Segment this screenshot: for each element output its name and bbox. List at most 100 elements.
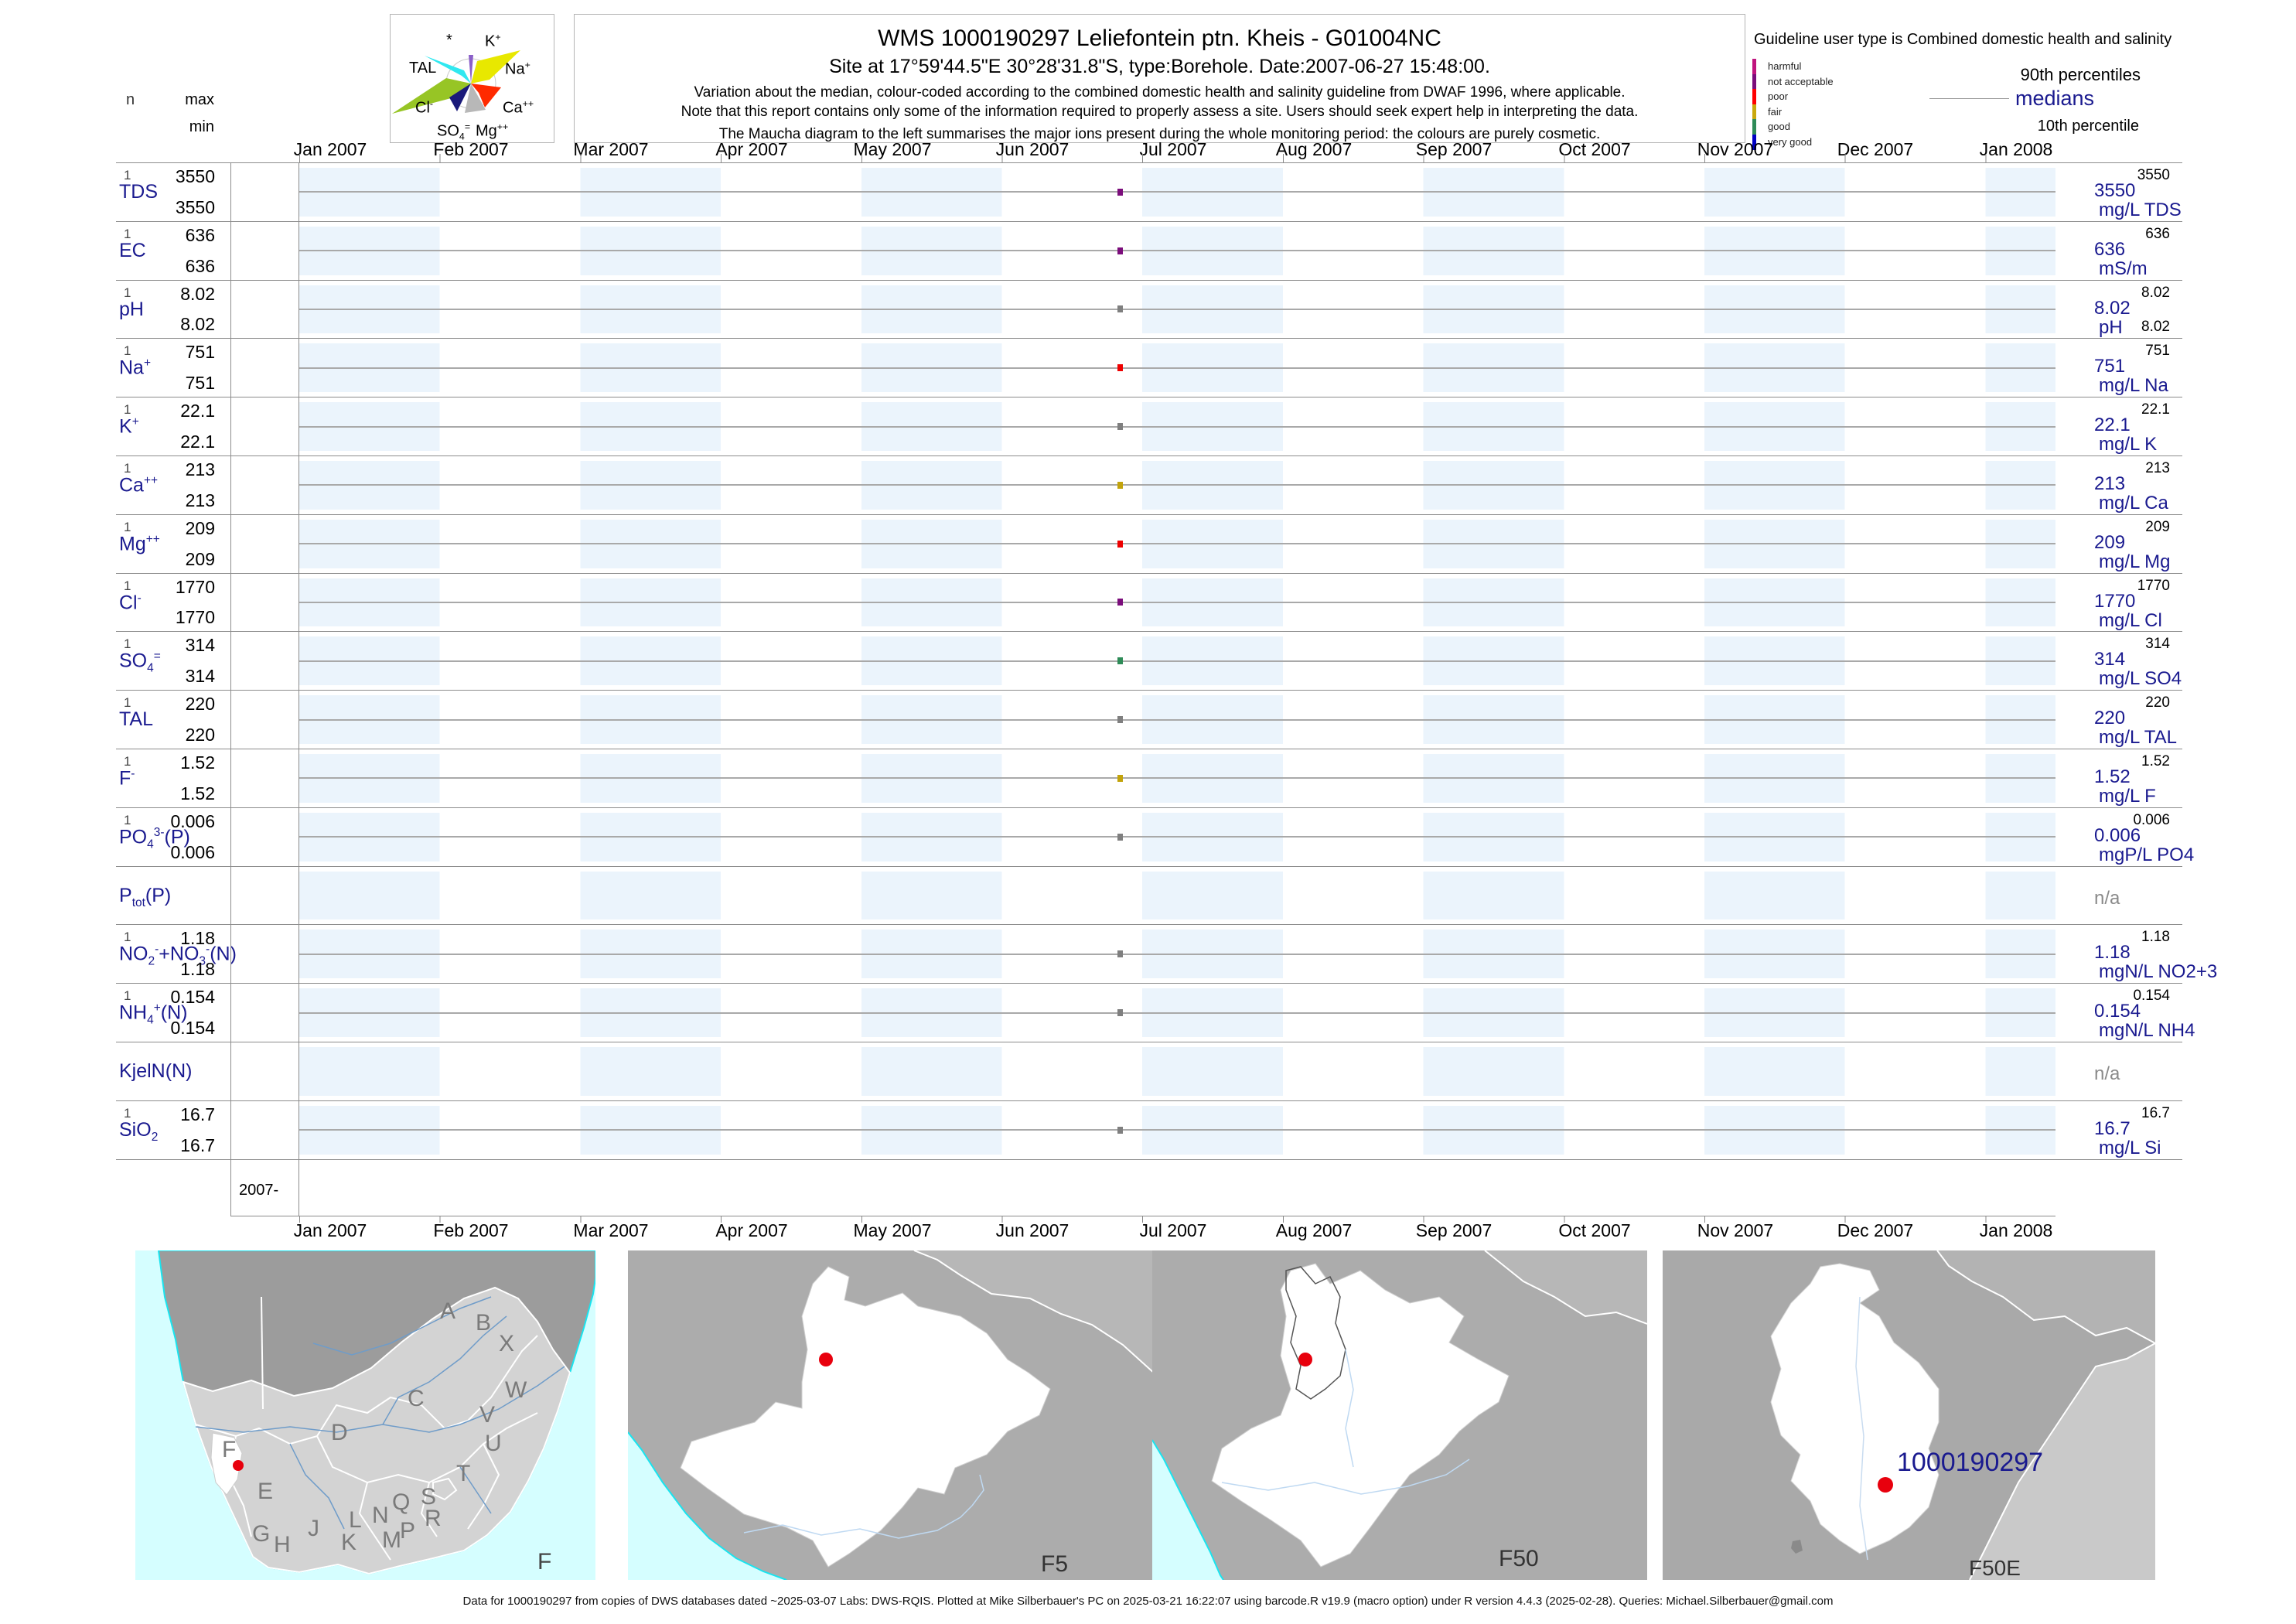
unit-label: mg/L Mg bbox=[2099, 551, 2171, 572]
n-count: 1 bbox=[124, 519, 131, 534]
median-line bbox=[299, 718, 2055, 721]
p90-value: 1770 bbox=[2137, 577, 2170, 594]
region-letter: W bbox=[505, 1377, 527, 1403]
month-label: Nov 2007 bbox=[1697, 1220, 1774, 1240]
region-letter: C bbox=[408, 1386, 425, 1411]
maucha-label-star: * bbox=[446, 32, 452, 49]
region-letter: F bbox=[222, 1437, 236, 1462]
median-value: 0.154 bbox=[2094, 1001, 2141, 1022]
x-axis-bottom: Jan 2007 Feb 2007 Mar 2007 Apr 2007 May … bbox=[0, 1220, 2296, 1240]
river bbox=[1855, 1296, 1868, 1561]
median-line bbox=[299, 1129, 2055, 1131]
n-count: 1 bbox=[124, 226, 131, 241]
legend-90th-percentiles: 90th percentiles bbox=[2020, 65, 2141, 84]
sample-point bbox=[1117, 657, 1123, 665]
neighbor-border-right bbox=[1969, 1343, 2155, 1580]
max-value: 0.154 bbox=[170, 987, 215, 1008]
n-count: 1 bbox=[124, 812, 131, 827]
na-label: n/a bbox=[2094, 1063, 2120, 1084]
p90-value: 209 bbox=[2145, 518, 2170, 535]
region-letter: K bbox=[341, 1530, 357, 1555]
min-value: 314 bbox=[185, 666, 215, 687]
axis-ticks-top bbox=[299, 154, 2056, 162]
max-value: 1.18 bbox=[180, 928, 215, 949]
median-value: 213 bbox=[2094, 473, 2126, 494]
region-letter: D bbox=[331, 1420, 348, 1445]
min-value: 1770 bbox=[175, 607, 215, 628]
maucha-label-ca: Ca++ bbox=[503, 98, 534, 117]
region-letter: P bbox=[400, 1518, 415, 1544]
param-row-sio2: 1 16.7 SiO2 16.7 16.7 16.7 mg/L Si bbox=[116, 1100, 2182, 1159]
maucha-na-sector bbox=[471, 50, 520, 84]
min-value: 3550 bbox=[175, 196, 215, 217]
class-swatch-very-good bbox=[1752, 134, 1756, 150]
region-letter: Q bbox=[392, 1489, 410, 1515]
region-letter: J bbox=[308, 1516, 319, 1541]
max-value: 8.02 bbox=[180, 283, 215, 304]
max-value: 213 bbox=[185, 459, 215, 479]
region-letter: N bbox=[372, 1503, 389, 1528]
class-label: good bbox=[1768, 121, 1790, 133]
median-value: 220 bbox=[2094, 708, 2126, 729]
max-value: 209 bbox=[185, 517, 215, 538]
report-header: WMS 1000190297 Leliefontein ptn. Kheis -… bbox=[574, 14, 1745, 143]
ocean-corner bbox=[1152, 1440, 1223, 1580]
n-count: 1 bbox=[124, 343, 131, 359]
sample-point bbox=[1117, 950, 1123, 958]
neighbor-border bbox=[913, 1250, 1155, 1375]
class-swatch-poor bbox=[1752, 89, 1756, 104]
n-count: 1 bbox=[124, 1105, 131, 1121]
sample-point bbox=[1117, 364, 1123, 372]
map-label-f50e: F50E bbox=[1969, 1556, 2021, 1580]
median-value: 314 bbox=[2094, 649, 2126, 670]
note-variation: Variation about the median, colour-coded… bbox=[694, 84, 1626, 101]
median-line bbox=[299, 367, 2055, 369]
rivers bbox=[1221, 1349, 1470, 1495]
maucha-label-mg: Mg++ bbox=[476, 121, 509, 140]
maucha-label-na: Na+ bbox=[505, 60, 531, 78]
region-letter: M bbox=[382, 1527, 401, 1553]
param-name: SiO2 bbox=[119, 1118, 159, 1144]
median-line bbox=[299, 250, 2055, 252]
n-count: 1 bbox=[124, 578, 131, 593]
maucha-label-cl: Cl- bbox=[415, 98, 434, 117]
median-value: 1770 bbox=[2094, 590, 2136, 612]
param-row-tal: 1 220 TAL 220 220 220 mg/L TAL bbox=[116, 690, 2182, 749]
min-value: 751 bbox=[185, 373, 215, 394]
region-letter: S bbox=[421, 1484, 436, 1510]
max-value: 16.7 bbox=[180, 1104, 215, 1124]
unit-label: mgN/L NO2+3 bbox=[2099, 961, 2218, 983]
map-label-f: F bbox=[537, 1549, 551, 1575]
max-value: 314 bbox=[185, 635, 215, 656]
neighbor-border-top bbox=[1936, 1250, 2155, 1344]
param-row-kjeln: KjelN(N) n/a bbox=[116, 1041, 2182, 1100]
region-letter: X bbox=[499, 1331, 514, 1356]
p90-value: 1.18 bbox=[2141, 929, 2170, 946]
n-count: 1 bbox=[124, 636, 131, 652]
unit-label: mgN/L NH4 bbox=[2099, 1020, 2195, 1042]
unit-label: mS/m bbox=[2099, 258, 2148, 279]
month-label: Jan 2007 bbox=[293, 1220, 367, 1240]
param-row-k: 1 22.1 K+ 22.1 22.1 22.1 mg/L K bbox=[116, 397, 2182, 455]
unit-label: mg/L Cl bbox=[2099, 609, 2162, 631]
median-line bbox=[299, 660, 2055, 662]
neighbor-region-top bbox=[1937, 1250, 2155, 1343]
min-value: 209 bbox=[185, 548, 215, 569]
median-line bbox=[299, 601, 2055, 603]
median-line bbox=[299, 308, 2055, 310]
stats-header-max: max bbox=[185, 91, 214, 108]
region-letter: B bbox=[476, 1310, 491, 1336]
sample-point bbox=[1117, 1009, 1123, 1017]
sample-point bbox=[1117, 1126, 1123, 1134]
median-value: 636 bbox=[2094, 238, 2126, 260]
month-label: Dec 2007 bbox=[1837, 1220, 1914, 1240]
stats-header-min: min bbox=[189, 118, 214, 135]
param-name: pH bbox=[119, 298, 144, 320]
max-value: 1770 bbox=[175, 576, 215, 597]
param-row-no23: 1 1.18 NO2-+NO3-(N) 1.18 1.18 1.18 mgN/L NO2+… bbox=[116, 924, 2217, 984]
min-value: 8.02 bbox=[180, 314, 215, 335]
rivers bbox=[195, 1296, 565, 1530]
legend-item: good bbox=[1752, 119, 1834, 135]
legend-medians: medians bbox=[2015, 87, 2095, 110]
